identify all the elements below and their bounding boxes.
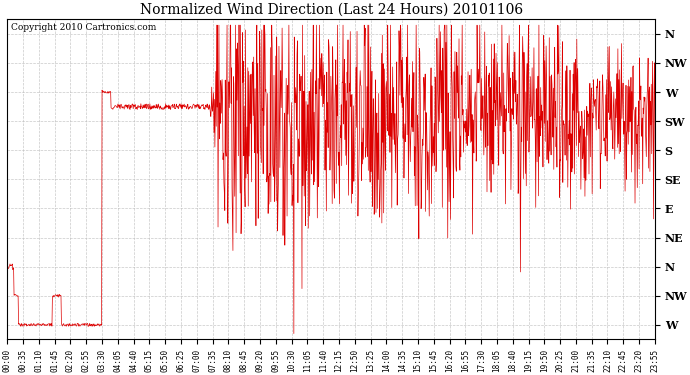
Title: Normalized Wind Direction (Last 24 Hours) 20101106: Normalized Wind Direction (Last 24 Hours… bbox=[139, 3, 522, 17]
Text: Copyright 2010 Cartronics.com: Copyright 2010 Cartronics.com bbox=[10, 22, 156, 32]
